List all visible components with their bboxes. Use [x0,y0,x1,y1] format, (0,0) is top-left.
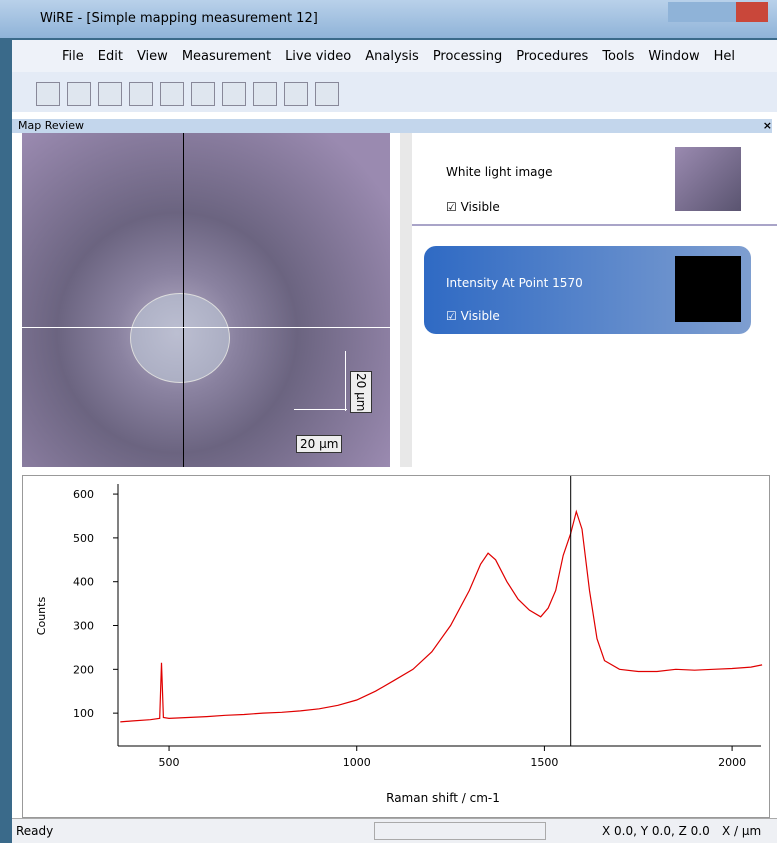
scale-bar-h [294,409,347,410]
panel-header: Map Review × [12,119,772,133]
toolbar-button[interactable] [284,82,308,106]
crosshair-h [22,327,390,328]
toolbar-button[interactable] [160,82,184,106]
toolbar-button[interactable] [129,82,153,106]
crosshair-v [183,133,184,467]
progress [374,822,546,840]
layer-panel: White light image ☑ Visible Intensity At… [400,133,777,467]
y-tick-label: 600 [73,488,94,501]
checkbox-label: Visible [461,309,500,323]
y-tick-label: 200 [73,663,94,676]
menu-item[interactable]: Measurement [182,49,271,64]
menu-item[interactable]: File [62,49,84,64]
y-tick-label: 100 [73,707,94,720]
toolbar-button[interactable] [67,82,91,106]
scale-label: 20 µm [296,435,342,453]
y-axis-label: Counts [35,597,48,636]
status-units: X / µm [722,824,761,838]
window-controls[interactable] [668,2,768,22]
y-tick-label: 300 [73,620,94,633]
toolbar-button[interactable] [222,82,246,106]
checkbox-label: Visible [461,200,500,214]
toolbar-button[interactable] [315,82,339,106]
close-panel[interactable]: × [763,119,772,132]
menu-item[interactable]: Live video [285,49,351,64]
chart: Counts Raman shift / cm-1 100 200 300 400 50… [23,476,769,817]
menu-item[interactable]: Tools [602,49,634,64]
toolbar [12,72,777,113]
status-bar: Ready X 0.0, Y 0.0, Z 0.0 X / µm [12,818,777,843]
thumbnail [675,256,741,322]
title-bar: WiRE - [Simple mapping measurement 12] [0,0,777,38]
status-text: Ready [16,824,53,838]
menu-item[interactable]: Processing [433,49,502,64]
status-coords: X 0.0, Y 0.0, Z 0.0 [602,824,710,838]
particle [130,293,230,383]
toolbar-button[interactable] [253,82,277,106]
scale-bar-v [345,351,346,411]
layer-label: White light image [446,165,553,179]
menu-bar: File Edit View Measurement Live video Analysi… [12,40,777,72]
screen: WiRE - [Simple mapping measurement 12] F… [0,0,777,842]
x-tick-label: 500 [159,756,180,769]
menu-item[interactable]: Procedures [516,49,588,64]
window-title: WiRE - [Simple mapping measurement 12] [40,11,318,26]
menu-item[interactable]: Hel [714,49,735,64]
menu-item[interactable]: Analysis [365,49,419,64]
toolbar-button[interactable] [191,82,215,106]
spectrum-panel: Counts Raman shift / cm-1 100 200 300 400 50… [22,475,770,818]
thumbnail [675,147,741,211]
toolbar-button[interactable] [36,82,60,106]
white-light-image: 20 µm 20 µm [22,133,390,467]
spectrum-line [120,512,762,722]
layer-selected[interactable]: Intensity At Point 1570 ☑ Visible [424,246,751,334]
x-tick-label: 1500 [530,756,558,769]
x-axis-label: Raman shift / cm-1 [386,791,500,805]
separator [412,224,777,226]
toolbar-button[interactable] [98,82,122,106]
menu-item[interactable]: Edit [98,49,123,64]
x-tick-label: 1000 [343,756,371,769]
menu-item[interactable]: Window [648,49,699,64]
x-tick-label: 2000 [718,756,746,769]
layer-visible[interactable]: ☑ Visible [446,200,500,214]
layer-visible[interactable]: ☑ Visible [446,309,500,323]
menu-item[interactable]: View [137,49,168,64]
y-tick-label: 400 [73,576,94,589]
y-tick-label: 500 [73,532,94,545]
panel-title: Map Review [18,119,84,132]
layer-label: Intensity At Point 1570 [446,276,583,290]
scale-label: 20 µm [350,371,372,413]
